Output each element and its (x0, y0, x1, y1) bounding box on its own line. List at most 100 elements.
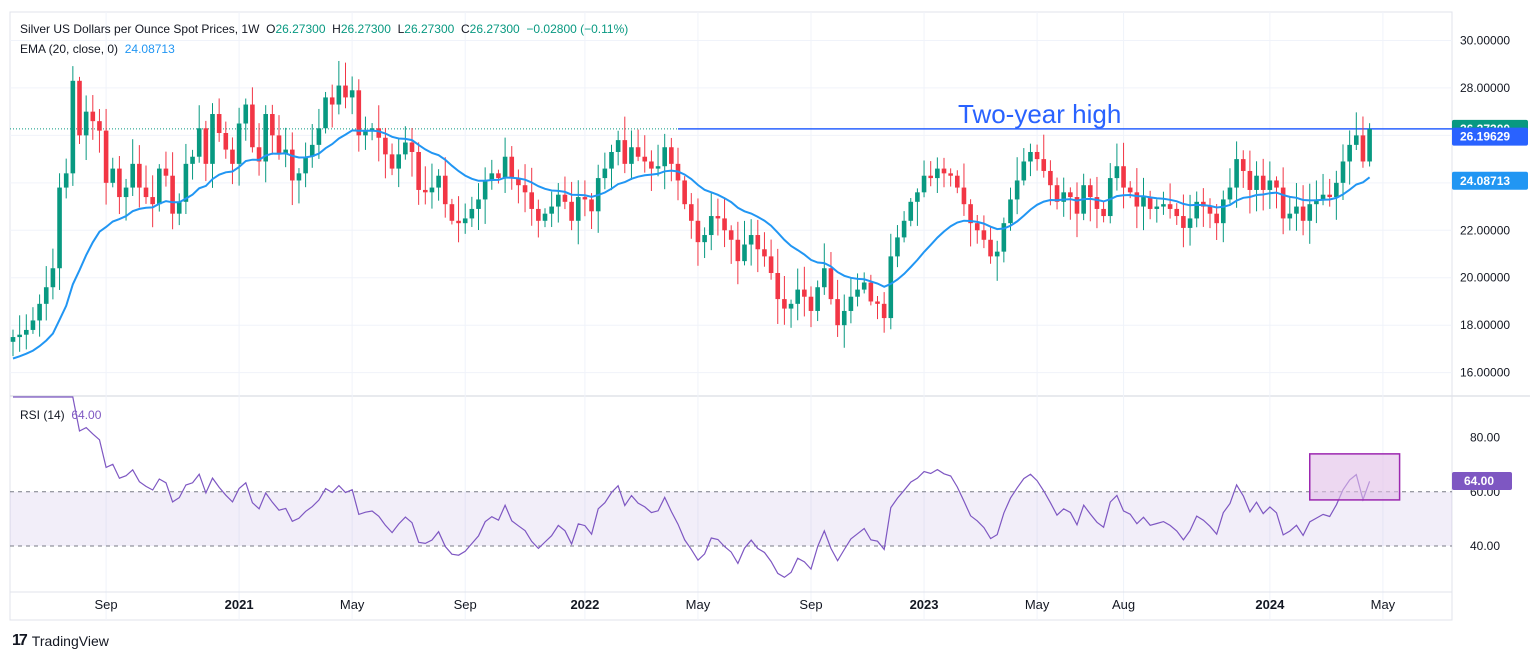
low-label: L (397, 22, 405, 36)
candle-body (1107, 178, 1113, 217)
candle-body (935, 168, 940, 179)
candle-body (196, 128, 202, 157)
candles-group (10, 60, 1372, 357)
candle-body (961, 187, 967, 205)
candle-body (948, 173, 953, 176)
candle-body (70, 80, 76, 174)
candle-body (496, 173, 501, 179)
high-label: H (332, 22, 341, 36)
candle-body (569, 201, 574, 221)
candle-body (1154, 206, 1160, 209)
candle-body (376, 128, 382, 138)
candle-body (476, 199, 481, 209)
candle-body (462, 218, 468, 224)
candle-body (349, 90, 355, 98)
candle-body (881, 303, 887, 319)
candle-body (343, 85, 348, 98)
candle-body (283, 149, 288, 155)
legend-rsi: RSI (14) 64.00 (20, 408, 101, 422)
candle-body (303, 156, 308, 174)
candle-body (822, 268, 827, 288)
candle-body (689, 204, 694, 221)
candle-body (137, 163, 142, 188)
rsi-tag-label: 64.00 (1464, 474, 1494, 488)
candle-body (835, 299, 840, 326)
tradingview-wordmark: TradingView (31, 633, 109, 649)
candle-body (575, 197, 581, 221)
candle-body (290, 149, 295, 181)
candle-body (356, 90, 362, 136)
candle-body (1327, 194, 1332, 198)
candle-body (1347, 144, 1352, 162)
candle-body (629, 147, 634, 164)
time-tick-label: May (1025, 597, 1050, 612)
candle-body (1340, 161, 1346, 183)
time-tick-label: Sep (95, 597, 118, 612)
candle-body (1068, 192, 1073, 198)
candle-body (715, 216, 721, 219)
candle-body (57, 187, 62, 269)
candle-body (1061, 192, 1066, 202)
candle-body (1181, 216, 1186, 228)
candle-body (216, 114, 222, 134)
candle-body (921, 175, 927, 193)
candle-body (802, 289, 807, 297)
candle-body (436, 175, 441, 188)
rsi-line (13, 396, 1371, 579)
time-tick-label: May (686, 597, 711, 612)
footer-brand[interactable]: 17 TradingView (12, 632, 109, 650)
candle-body (895, 237, 900, 257)
candle-body (1234, 159, 1239, 188)
candle-body (316, 128, 322, 145)
price-tag-label: 24.08713 (1460, 174, 1510, 188)
candle-body (828, 268, 834, 300)
two-year-high-annotation: Two-year high (958, 99, 1121, 129)
candle-body (123, 187, 129, 198)
tradingview-logo-icon: 17 (12, 632, 28, 649)
candle-body (662, 147, 667, 167)
candle-body (735, 239, 741, 262)
candle-body (981, 230, 987, 240)
candle-body (1240, 159, 1246, 171)
candle-body (908, 201, 914, 221)
candle-body (808, 296, 814, 311)
candle-body (1101, 208, 1106, 217)
candle-body (43, 287, 49, 304)
low-value: 26.27300 (404, 22, 455, 36)
time-tick-label: May (1371, 597, 1396, 612)
candle-body (170, 175, 175, 214)
price-tag-bg (1452, 171, 1528, 190)
candle-body (562, 194, 568, 202)
candle-body (988, 239, 993, 257)
candle-body (203, 128, 209, 164)
high-value: 26.27300 (340, 22, 391, 36)
candle-body (1054, 185, 1060, 202)
candle-body (875, 301, 880, 304)
candle-body (1294, 206, 1299, 214)
candle-body (1247, 170, 1253, 190)
candle-body (1221, 199, 1226, 224)
time-tick-label: 2022 (570, 597, 599, 612)
price-tick-label: 20.00000 (1460, 271, 1510, 285)
open-label: O (266, 22, 276, 36)
time-tick-label: 2023 (910, 597, 939, 612)
candle-body (1280, 187, 1286, 219)
candle-body (1354, 135, 1359, 145)
candle-body (888, 256, 894, 319)
candle-body (1207, 206, 1213, 214)
candle-body (429, 187, 435, 193)
candle-body (1334, 182, 1339, 198)
candle-body (63, 173, 69, 188)
candle-body (363, 130, 368, 136)
candle-body (97, 121, 102, 131)
candle-body (183, 163, 189, 202)
candle-body (230, 149, 235, 164)
candle-body (482, 180, 488, 200)
candle-body (602, 168, 608, 179)
candle-body (1254, 175, 1259, 190)
legend-ema: EMA (20, close, 0) 24.08713 (20, 42, 175, 56)
candle-body (742, 244, 747, 262)
rsi-tick-label: 80.00 (1470, 431, 1500, 445)
open-value: 26.27300 (275, 22, 326, 36)
